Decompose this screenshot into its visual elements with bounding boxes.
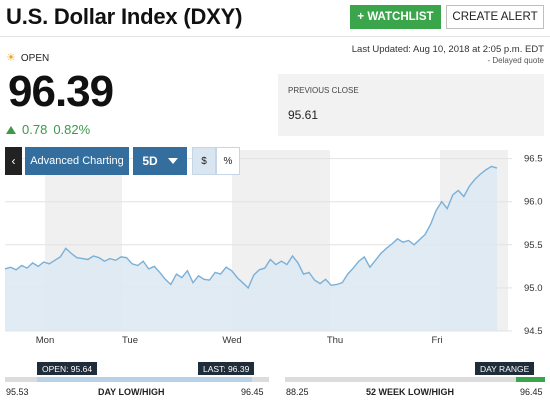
price-chart[interactable]: Mon Tue Wed Thu Fri 96.5 96.0 95.5 95.0 94.5 xyxy=(0,145,550,348)
change-percent: 0.82% xyxy=(53,122,91,137)
day-range-tag: DAY RANGE xyxy=(475,362,535,375)
percent-toggle[interactable]: % xyxy=(216,147,240,175)
price-change: 0.78 0.82% xyxy=(6,122,90,137)
day-open-tag: OPEN: 95.64 xyxy=(37,362,98,375)
market-state-label: OPEN xyxy=(20,53,50,64)
x-tick-label: Mon xyxy=(36,335,54,346)
y-tick-label: 94.5 xyxy=(524,326,543,337)
market-status: ☀ OPEN xyxy=(6,52,50,65)
last-updated-text: Last Updated: Aug 10, 2018 at 2:05 p.m. … xyxy=(351,44,544,55)
delayed-quote-note: - Delayed quote xyxy=(487,56,544,65)
x-tick-label: Wed xyxy=(222,335,241,346)
x-tick-label: Fri xyxy=(431,335,442,346)
previous-close-value: 95.61 xyxy=(288,108,319,122)
sun-icon: ☀ xyxy=(6,52,16,64)
y-tick-label: 96.0 xyxy=(524,197,543,208)
day-range-bar xyxy=(5,377,269,382)
current-price: 96.39 xyxy=(8,67,114,116)
advanced-charting-button[interactable]: Advanced Charting xyxy=(25,147,129,175)
week52-high-value: 96.45 xyxy=(520,387,543,397)
previous-close-label: PREVIOUS CLOSE xyxy=(288,86,359,95)
chart-area xyxy=(5,166,497,331)
chart-line xyxy=(4,165,498,290)
period-label: 5D xyxy=(142,154,158,168)
day-last-tag: LAST: 96.39 xyxy=(198,362,255,375)
up-arrow-icon xyxy=(6,125,16,134)
dollar-toggle[interactable]: $ xyxy=(192,147,216,175)
y-tick-label: 95.0 xyxy=(524,283,543,294)
day-range-fill xyxy=(36,377,252,382)
x-tick-label: Tue xyxy=(122,335,138,346)
create-alert-button[interactable]: CREATE ALERT xyxy=(446,5,544,29)
day-high-value: 96.45 xyxy=(241,387,264,397)
chart-back-button[interactable]: ‹ xyxy=(5,147,22,175)
change-value: 0.78 xyxy=(22,122,48,137)
week52-low-value: 88.25 xyxy=(286,387,309,397)
x-tick-label: Thu xyxy=(327,335,343,346)
period-dropdown[interactable]: 5D xyxy=(133,147,187,175)
week52-range-bar xyxy=(285,377,545,382)
y-tick-label: 95.5 xyxy=(524,240,543,251)
watchlist-button[interactable]: + WATCHLIST xyxy=(350,5,441,29)
page-title: U.S. Dollar Index (DXY) xyxy=(6,4,243,29)
header-divider xyxy=(0,36,550,37)
chevron-down-icon xyxy=(167,158,178,164)
day-low-value: 95.53 xyxy=(6,387,29,397)
week52-day-fill xyxy=(515,377,545,382)
y-tick-label: 96.5 xyxy=(524,154,543,165)
previous-close-box: PREVIOUS CLOSE 95.61 xyxy=(278,74,544,136)
week52-range-label: 52 WEEK LOW/HIGH xyxy=(366,387,455,397)
day-range-label: DAY LOW/HIGH xyxy=(98,387,165,397)
